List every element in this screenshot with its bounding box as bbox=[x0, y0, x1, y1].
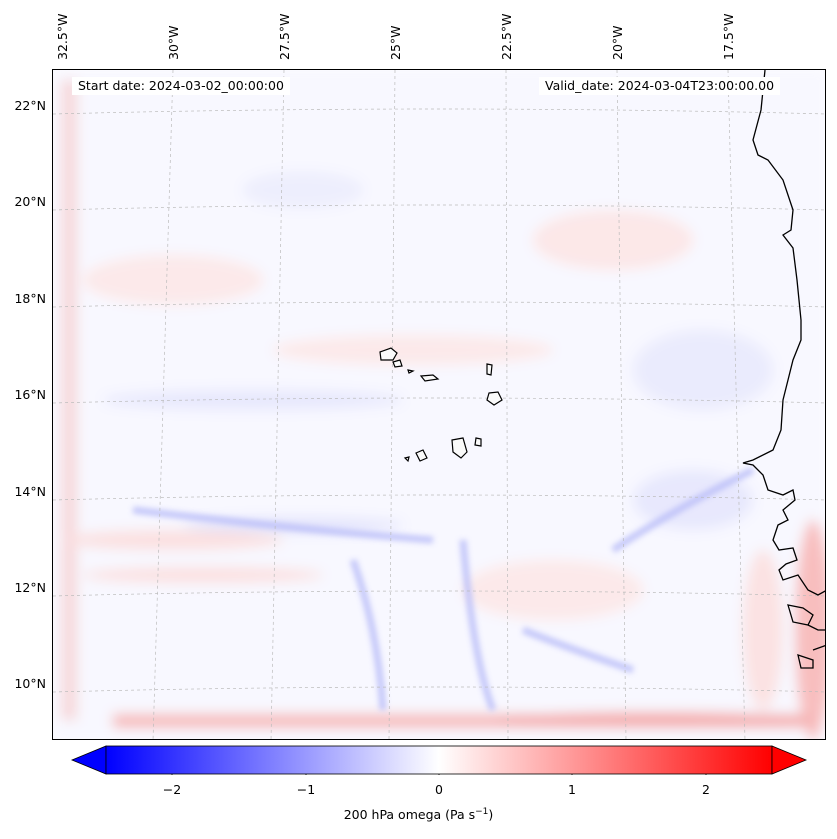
lat-label-20n: 20°N bbox=[14, 194, 46, 209]
lon-label-25w: 25°W bbox=[388, 25, 403, 60]
valid-date-label: Valid_date: 2024-03-04T23:00:00.00 bbox=[539, 77, 781, 95]
colorbar-tick-1: 1 bbox=[568, 782, 576, 797]
colorbar bbox=[70, 745, 808, 775]
blue-streaks bbox=[132, 466, 755, 712]
lat-label-16n: 16°N bbox=[14, 387, 46, 402]
lon-label-20w: 20°W bbox=[610, 25, 625, 60]
start-date-label: Start date: 2024-03-02_00:00:00 bbox=[72, 77, 290, 95]
omega-field bbox=[53, 70, 825, 739]
colorbar-body bbox=[105, 745, 773, 775]
lon-label-27-5w: 27.5°W bbox=[277, 13, 292, 60]
lat-label-14n: 14°N bbox=[14, 484, 46, 499]
colorbar-label: 200 hPa omega (Pa s−1) bbox=[0, 807, 837, 822]
colorbar-label-unit-power: −1 bbox=[475, 807, 489, 817]
lon-label-22-5w: 22.5°W bbox=[499, 13, 514, 60]
colorbar-label-close: ) bbox=[488, 807, 494, 823]
omega-map bbox=[53, 70, 825, 739]
colorbar-tick-2: 2 bbox=[702, 782, 710, 797]
colorbar-label-text: 200 hPa omega (Pa s bbox=[343, 807, 476, 823]
lat-label-18n: 18°N bbox=[14, 291, 46, 306]
lat-label-10n: 10°N bbox=[14, 676, 46, 691]
colorbar-tick-0: 0 bbox=[435, 782, 443, 797]
coastline bbox=[742, 70, 825, 669]
cape-verde-islands bbox=[379, 347, 503, 463]
colorbar-tick-neg2: −2 bbox=[162, 782, 182, 797]
gridlines bbox=[53, 70, 825, 739]
lon-label-30w: 30°W bbox=[166, 25, 181, 60]
lat-label-12n: 12°N bbox=[14, 580, 46, 595]
colorbar-tick-neg1: −1 bbox=[296, 782, 316, 797]
lat-label-22n: 22°N bbox=[14, 98, 46, 113]
lon-label-17-5w: 17.5°W bbox=[721, 13, 736, 60]
lon-label-32-5w: 32.5°W bbox=[55, 13, 70, 60]
colorbar-extend-right bbox=[771, 745, 808, 775]
colorbar-extend-left bbox=[70, 745, 107, 775]
map-panel bbox=[52, 69, 826, 740]
